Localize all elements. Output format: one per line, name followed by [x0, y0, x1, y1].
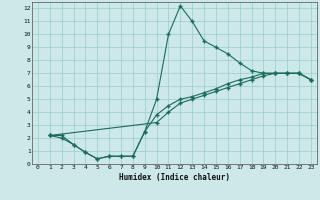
X-axis label: Humidex (Indice chaleur): Humidex (Indice chaleur): [119, 173, 230, 182]
